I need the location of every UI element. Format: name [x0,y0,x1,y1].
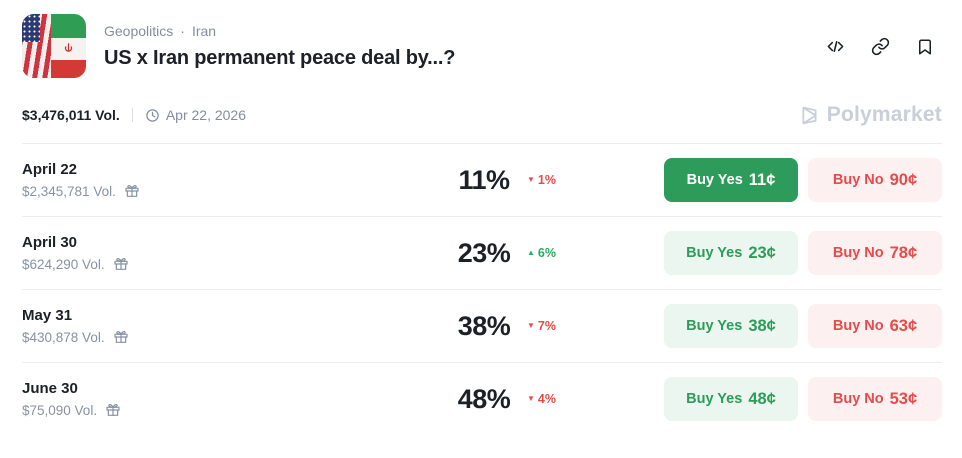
change-value: 7% [537,319,556,333]
market-meta: $3,476,011 Vol. Apr 22, 2026 Polymarket [22,103,942,127]
end-date-label: Apr 22, 2026 [165,107,246,123]
outcome-volume: $2,345,781 Vol. [22,183,116,199]
yes-price: 38¢ [748,316,776,335]
rewards-gift-icon[interactable] [113,256,129,272]
percent-change: ▼ 4% [527,392,556,406]
no-price: 53¢ [889,389,918,408]
outcome-percent: 38% [457,310,511,341]
iran-emblem [65,43,73,53]
outcome-row-april-30: April 30 $624,290 Vol. 23% ▲ 6% Buy Yes [22,216,942,289]
change-value: 1% [537,173,556,187]
no-price: 78¢ [889,243,918,262]
outcome-volume: $75,090 Vol. [22,402,98,418]
buy-yes-button[interactable]: Buy Yes 23¢ [664,231,798,275]
us-flag [22,14,52,78]
meta-divider [131,108,133,122]
change-down-icon: ▼ [527,321,535,330]
polymarket-logo-text: Polymarket [826,103,942,126]
breadcrumb-subcategory[interactable]: Iran [191,23,217,39]
bookmark-icon [919,39,931,54]
polymarket-logo-icon [802,106,817,124]
code-icon [827,40,844,53]
market-image-us-iran-flags [22,14,86,78]
outcome-row-june-30: June 30 $75,090 Vol. 48% ▼ 4% Buy Yes [22,362,942,435]
iran-flag [51,14,86,78]
buy-yes-button[interactable]: Buy Yes 11¢ [664,158,798,202]
outcome-row-may-31: May 31 $430,878 Vol. 38% ▼ 7% Buy Yes [22,289,942,362]
outcome-date: June 30 [22,380,78,397]
breadcrumb-category[interactable]: Geopolitics [104,23,174,39]
buy-no-button[interactable]: Buy No 90¢ [808,158,942,202]
change-up-icon: ▲ [527,248,535,257]
market-header: Geopolitics · Iran US x Iran permanent p… [22,14,942,78]
outcome-percent: 48% [457,383,511,414]
breadcrumb-separator: · [180,23,185,39]
polymarket-watermark: Polymarket [799,103,942,127]
outcome-percent: 11% [458,164,510,195]
market-page: Geopolitics · Iran US x Iran permanent p… [22,14,942,435]
rewards-gift-icon[interactable] [105,402,121,418]
outcome-date: May 31 [22,307,73,324]
change-value: 4% [537,392,556,406]
buy-yes-button[interactable]: Buy Yes 38¢ [664,304,798,348]
bookmark-button[interactable] [916,37,934,56]
link-icon [871,37,890,56]
change-value: 6% [537,246,556,260]
breadcrumb: Geopolitics · Iran [104,23,455,39]
rewards-gift-icon[interactable] [113,329,129,345]
header-actions [826,14,942,56]
copy-link-button[interactable] [871,37,890,56]
buy-no-button[interactable]: Buy No 53¢ [808,377,942,421]
end-date: Apr 22, 2026 [145,107,246,123]
yes-price: 11¢ [748,170,776,189]
clock-icon [146,108,159,122]
outcome-volume: $430,878 Vol. [22,329,105,345]
buy-no-button[interactable]: Buy No 63¢ [808,304,942,348]
percent-change: ▼ 7% [527,319,556,333]
yes-price: 48¢ [748,389,776,408]
buy-no-button[interactable]: Buy No 78¢ [808,231,942,275]
total-volume: $3,476,011 Vol. [22,107,120,123]
outcome-percent: 23% [457,237,511,268]
outcome-volume: $624,290 Vol. [22,256,105,272]
outcomes-list: April 22 $2,345,781 Vol. 11% ▼ 1% Buy Ye… [22,143,942,435]
rewards-gift-icon[interactable] [124,183,140,199]
no-price: 90¢ [889,170,918,189]
embed-code-button[interactable] [826,37,845,56]
page-title: US x Iran permanent peace deal by...? [104,47,456,69]
change-down-icon: ▼ [527,175,535,184]
percent-change: ▲ 6% [527,246,556,260]
outcome-date: April 22 [22,161,78,178]
header-text: Geopolitics · Iran US x Iran permanent p… [104,14,455,70]
buy-yes-button[interactable]: Buy Yes 48¢ [664,377,798,421]
change-down-icon: ▼ [527,394,535,403]
yes-price: 23¢ [748,243,776,262]
percent-change: ▼ 1% [527,173,556,187]
outcome-date: April 30 [22,234,78,251]
no-price: 63¢ [889,316,918,335]
outcome-row-april-22: April 22 $2,345,781 Vol. 11% ▼ 1% Buy Ye… [22,143,942,216]
